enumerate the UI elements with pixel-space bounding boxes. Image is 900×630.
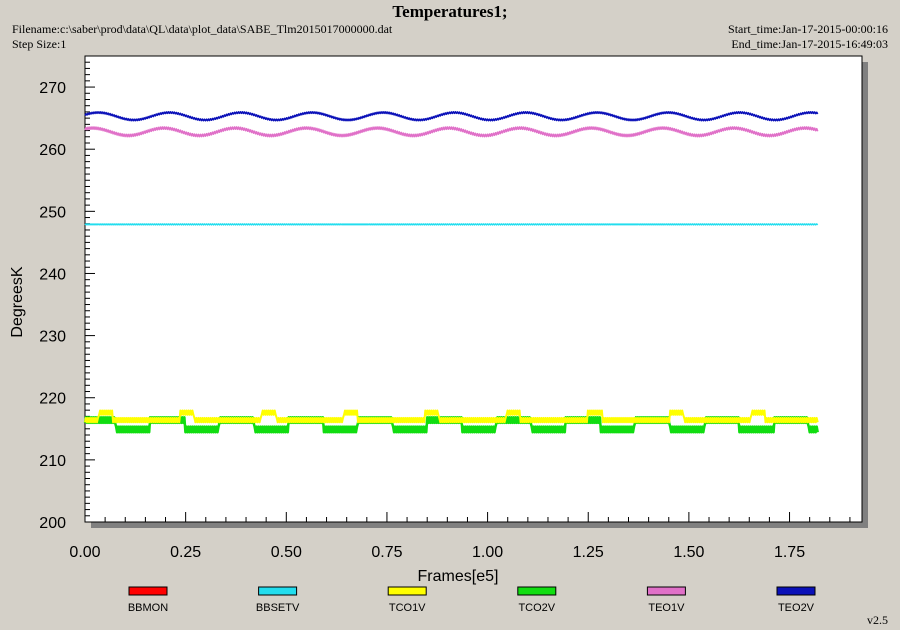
x-tick-label: 1.50: [673, 544, 704, 561]
legend-swatch-teo2v: [776, 586, 816, 596]
legend-swatch-teo1v: [646, 586, 686, 596]
legend-label-tco1v: TCO1V: [389, 602, 426, 614]
legend-swatch-tco2v: [517, 586, 557, 596]
x-tick-label: 0.00: [69, 544, 100, 561]
chart-title: Temperatures1;: [392, 2, 508, 21]
y-tick-label: 200: [39, 515, 66, 532]
x-tick-label: 0.25: [170, 544, 201, 561]
step-size-label: Step Size:1: [12, 37, 67, 51]
y-axis: 200 210 220 230 240 250 260 270: [39, 55, 95, 532]
filename-label: Filename:c:\saber\prod\data\QL\data\plot…: [12, 22, 393, 36]
x-tick-label: 0.75: [371, 544, 402, 561]
legend-label-teo2v: TEO2V: [778, 602, 815, 614]
series-line-bbsetv: [84, 223, 819, 226]
legend-swatch-bbmon: [128, 586, 168, 596]
x-tick-label: 1.00: [472, 544, 503, 561]
series-line-teo2v: [84, 111, 819, 122]
x-tick-label: 1.75: [774, 544, 805, 561]
legend-swatch-tco1v: [387, 586, 427, 596]
start-time-label: Start_time:Jan-17-2015-00:00:16: [728, 22, 888, 36]
series-line-tco1v: [84, 409, 819, 424]
y-tick-label: 250: [39, 204, 66, 221]
y-tick-label: 210: [39, 453, 66, 470]
end-time-label: End_time:Jan-17-2015-16:49:03: [731, 37, 888, 51]
x-axis: 0.00 0.25 0.50 0.75 1.00 1.25 1.50 1.75: [69, 512, 851, 561]
version-label: v2.5: [867, 613, 888, 627]
legend-label-bbmon: BBMON: [128, 602, 168, 614]
y-tick-label: 260: [39, 142, 66, 159]
x-tick-label: 1.25: [573, 544, 604, 561]
legend: BBMON BBSETV TCO1V TCO2V TEO1V TEO2V: [128, 586, 816, 614]
legend-label-teo1v: TEO1V: [648, 602, 685, 614]
legend-label-tco2v: TCO2V: [518, 602, 555, 614]
x-tick-label: 0.50: [271, 544, 302, 561]
series-line-teo1v: [84, 126, 819, 138]
y-tick-label: 230: [39, 329, 66, 346]
legend-label-bbsetv: BBSETV: [256, 602, 300, 614]
y-tick-label: 240: [39, 266, 66, 283]
x-axis-title: Frames[e5]: [418, 568, 499, 585]
plot-area: [84, 55, 863, 523]
series-layer: [83, 111, 819, 434]
y-axis-title: DegreesK: [9, 266, 26, 337]
legend-swatch-bbsetv: [258, 586, 298, 596]
y-tick-label: 270: [39, 80, 66, 97]
y-tick-label: 220: [39, 391, 66, 408]
